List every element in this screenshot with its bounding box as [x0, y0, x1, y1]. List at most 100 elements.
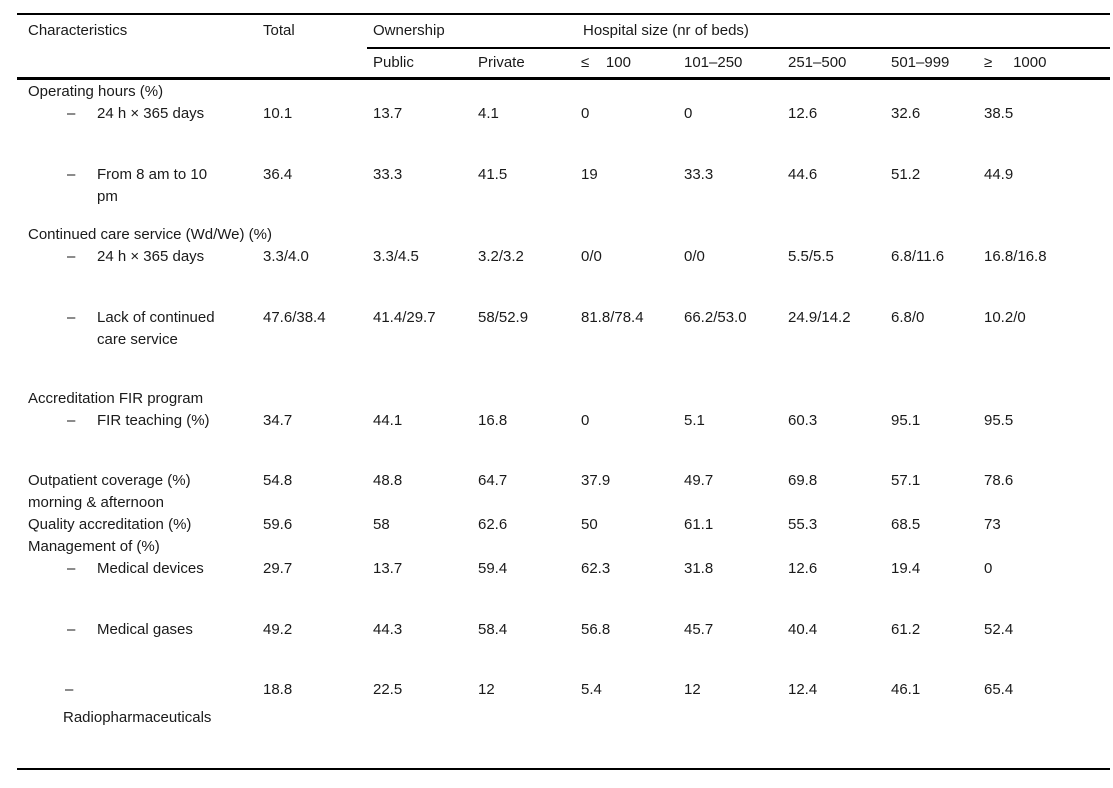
cell-value: 10.2/0: [984, 308, 1026, 326]
table-row: – Radiopharmaceuticals 18.8 22.5 12 5.4 12 12.4…: [28, 679, 1110, 739]
cell-value: 61.1: [684, 516, 714, 533]
col-group-hospital-size: Hospital size (nr of beds): [583, 22, 749, 39]
row-label: Management of (%): [28, 536, 1110, 558]
cell-value: 45.7: [684, 620, 714, 638]
cell-value: 33.3: [684, 165, 714, 183]
row-label: – Medical gases: [28, 619, 1110, 641]
table-row: – From 8 am to 10 pm 36.4 33.3 41.5 19 33.3 44.…: [28, 164, 1110, 225]
list-dash-icon: –: [65, 681, 74, 698]
cell-value: 4.1: [478, 105, 499, 122]
cell-value: 33.3: [373, 165, 403, 183]
cell-value: 47.6/38.4: [263, 308, 326, 326]
cell-value: 3.2/3.2: [478, 248, 524, 265]
table-body: Operating hours (%) – 24 h × 365 days 10.1 1…: [28, 81, 1110, 739]
col-header-le-100: ≤ 100: [581, 54, 631, 71]
table-row: – 24 h × 365 days 3.3/4.0 3.3/4.5 3.2/3.2 0/0…: [28, 246, 1110, 307]
cell-value: 52.4: [984, 620, 1014, 638]
cell-value: 5.5/5.5: [788, 248, 834, 265]
col-header-private: Private: [478, 54, 525, 71]
row-label-text: Lack of continued care service: [97, 308, 215, 348]
row-label: – Lack of continued care service: [28, 307, 1110, 351]
cell-value: 12.6: [788, 105, 818, 122]
table-row: Accreditation FIR program: [28, 388, 1110, 410]
row-label-text: Medical gases: [97, 620, 193, 638]
header-body-separator-rule: [17, 77, 1110, 80]
cell-value: 66.2/53.0: [684, 308, 747, 326]
row-label-text: Outpatient coverage (%): [28, 472, 191, 489]
cell-value: 5.1: [684, 411, 705, 429]
cell-value: 16.8/16.8: [984, 248, 1047, 265]
row-label-text: 24 h × 365 days: [97, 248, 205, 265]
cell-value: 19: [581, 165, 598, 183]
list-dash-icon: –: [67, 105, 76, 122]
row-label: – From 8 am to 10 pm: [28, 164, 1110, 208]
table-row: – FIR teaching (%) 34.7 44.1 16.8 0 5.1 60.3 95.…: [28, 410, 1110, 471]
row-label-text: Quality accreditation (%): [28, 516, 192, 533]
cell-value: 10.1: [263, 105, 293, 122]
cell-value: 0/0: [581, 248, 602, 265]
cell-value: 6.8/11.6: [891, 248, 945, 265]
cell-value: 44.1: [373, 411, 403, 429]
row-label: Outpatient coverage (%) morning & afterno…: [28, 470, 1110, 514]
cell-value: 59.4: [478, 560, 508, 577]
cell-value: 69.8: [788, 472, 818, 489]
table-top-rule: [17, 13, 1110, 15]
cell-value: 41.4/29.7: [373, 308, 436, 326]
cell-value: 0: [684, 105, 693, 122]
list-dash-icon: –: [67, 560, 76, 577]
cell-value: 32.6: [891, 105, 921, 122]
col-header-total: Total: [263, 22, 295, 39]
table-row: Quality accreditation (%) 59.6 58 62.6 50 61.…: [28, 514, 1110, 536]
cell-value: 13.7: [373, 560, 403, 577]
cell-value: 78.6: [984, 472, 1014, 489]
cell-value: 12: [478, 681, 495, 698]
cell-value: 40.4: [788, 620, 818, 638]
table-row: – Lack of continued care service 47.6/38.4…: [28, 307, 1110, 388]
row-label: – FIR teaching (%): [28, 410, 1110, 432]
cell-value: 3.3/4.0: [263, 248, 309, 265]
cell-value: 37.9: [581, 472, 611, 489]
cell-value: 58.4: [478, 620, 508, 638]
cell-value: 12.6: [788, 560, 818, 577]
cell-value: 34.7: [263, 411, 293, 429]
col-header-public: Public: [373, 54, 414, 71]
cell-value: 48.8: [373, 472, 403, 489]
table-bottom-rule: [17, 768, 1110, 770]
table-row: Operating hours (%): [28, 81, 1110, 103]
cell-value: 64.7: [478, 472, 508, 489]
cell-value: 73: [984, 516, 1001, 533]
row-label: Operating hours (%): [28, 81, 1110, 103]
list-dash-icon: –: [67, 620, 76, 638]
cell-value: 58/52.9: [478, 308, 529, 326]
cell-value: 0/0: [684, 248, 705, 265]
cell-value: 49.7: [684, 472, 714, 489]
cell-value: 0: [984, 560, 993, 577]
cell-value: 60.3: [788, 411, 818, 429]
row-label-text: Accreditation FIR program: [28, 389, 204, 407]
cell-value: 54.8: [263, 472, 293, 489]
table-row: – Medical gases 49.2 44.3 58.4 56.8 45.7 40.4 61…: [28, 619, 1110, 680]
cell-value: 61.2: [891, 620, 921, 638]
cell-value: 24.9/14.2: [788, 308, 851, 326]
row-label: Accreditation FIR program: [28, 388, 1110, 410]
row-label-text: FIR teaching (%): [97, 411, 210, 429]
cell-value: 95.5: [984, 411, 1014, 429]
cell-value: 51.2: [891, 165, 921, 183]
table-row: Outpatient coverage (%) morning & afterno…: [28, 470, 1110, 514]
list-dash-icon: –: [67, 165, 76, 183]
col-group-ownership: Ownership: [373, 22, 445, 39]
table-header-row-1: Characteristics Total Ownership Hospital…: [28, 20, 1110, 42]
cell-value: 49.2: [263, 620, 293, 638]
cell-value: 68.5: [891, 516, 921, 533]
row-label: Quality accreditation (%): [28, 514, 1110, 536]
row-label-text: Operating hours (%): [28, 83, 164, 100]
col-header-501-999: 501–999: [891, 54, 950, 71]
row-label-text: From 8 am to 10 pm: [97, 165, 208, 205]
cell-value: 16.8: [478, 411, 508, 429]
cell-value: 0: [581, 411, 590, 429]
cell-value: 31.8: [684, 560, 714, 577]
row-label-text: 24 h × 365 days: [97, 105, 205, 122]
cell-value: 59.6: [263, 516, 293, 533]
table-header-row-2: Public Private ≤ 100 101–250 251–500 501…: [28, 52, 1110, 74]
